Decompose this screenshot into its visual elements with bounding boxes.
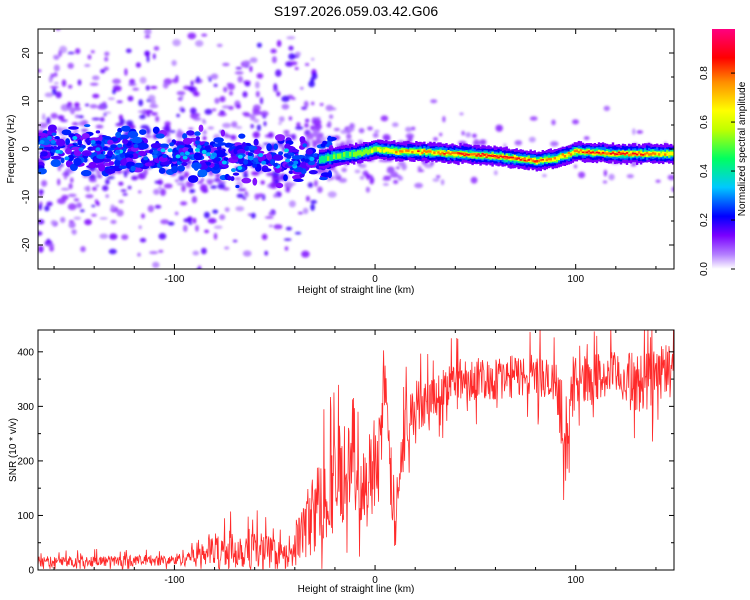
snr-xtick: 0 — [372, 575, 378, 586]
spectrogram-ytick: -10 — [21, 189, 32, 204]
snr-ytick: 0 — [28, 566, 34, 577]
spectrogram-ytick: -20 — [21, 237, 32, 252]
snr-ytick: 100 — [17, 511, 34, 522]
spectrogram-ytick: 0 — [21, 146, 32, 152]
spectrogram-xlabel: Height of straight line (km) — [298, 285, 415, 296]
colorbar-tick: 0.8 — [699, 66, 710, 80]
colorbar-label: Normalized spectral amplitude — [737, 81, 748, 216]
colorbar-tick: 0.2 — [699, 213, 710, 227]
spectrogram-ytick: 10 — [21, 95, 32, 107]
snr-ytick: 200 — [17, 456, 34, 467]
colorbar-gradient — [712, 29, 735, 269]
snr-ytick: 400 — [17, 347, 34, 358]
spectrogram-xtick: -100 — [164, 274, 184, 285]
colorbar-tick: 0.0 — [699, 262, 710, 276]
snr-xtick: -100 — [164, 575, 184, 586]
figure-title: S197.2026.059.03.42.G06 — [274, 3, 438, 19]
spectrogram-xtick: 100 — [567, 274, 584, 285]
colorbar: 0.0 0.2 0.4 0.6 0.8 Normalized spectral ampl… — [699, 29, 748, 276]
colorbar-tick: 0.4 — [699, 164, 710, 178]
spectrogram-heatmap — [38, 29, 674, 269]
snr-series-line — [38, 330, 674, 570]
snr-xtick: 100 — [567, 575, 584, 586]
spectrogram-ylabel: Frequency (Hz) — [6, 115, 17, 184]
snr-panel: -100 0 100 0 100 200 300 400 Height of straight… — [8, 329, 675, 595]
snr-axes: -100 0 100 0 100 200 300 400 — [17, 330, 674, 586]
snr-ylabel: SNR (10 * v/v) — [8, 418, 19, 482]
spectrogram-ytick: 20 — [21, 47, 32, 59]
snr-ytick: 300 — [17, 402, 34, 413]
colorbar-tick: 0.6 — [699, 115, 710, 129]
colorbar-ticks: 0.0 0.2 0.4 0.6 0.8 — [699, 66, 735, 276]
snr-xlabel: Height of straight line (km) — [298, 584, 415, 595]
spectrogram-xtick: 0 — [372, 274, 378, 285]
snr-frame — [37, 329, 675, 571]
